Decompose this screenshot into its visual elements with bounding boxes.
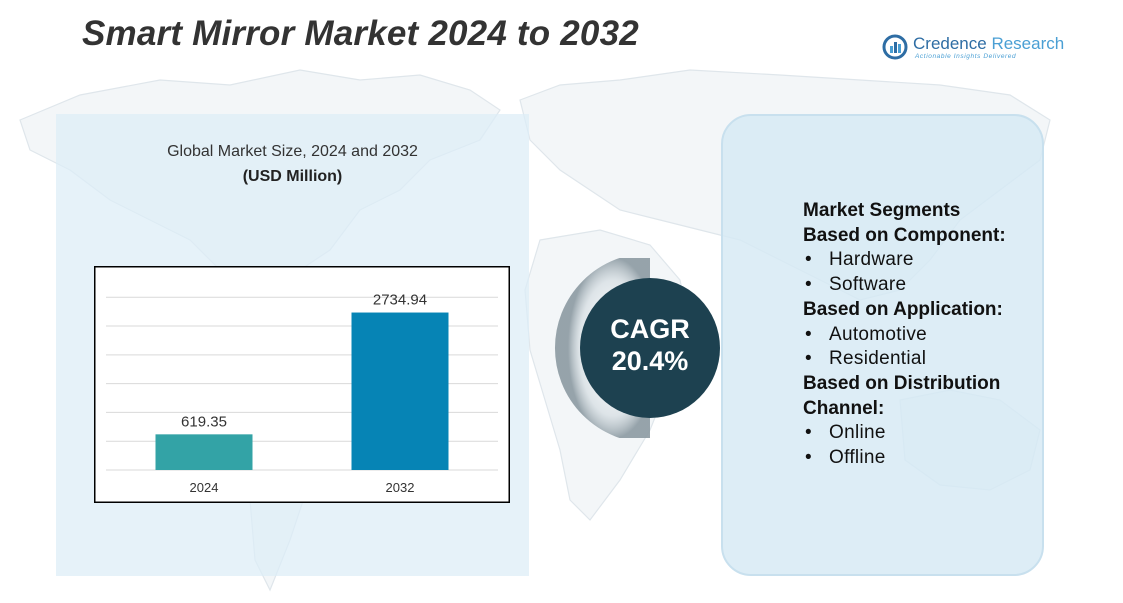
x-tick-label-2024: 2024 <box>190 480 219 495</box>
cagr-circle-decoration <box>555 258 720 438</box>
logo-mark-icon <box>882 34 908 60</box>
bar-2032 <box>351 312 449 470</box>
segments-heading: Market Segments <box>803 200 961 221</box>
data-label-2032: 2734.94 <box>373 292 427 309</box>
segment-item: Residential <box>803 347 1043 372</box>
logo-name: Credence Research <box>913 34 1064 54</box>
segment-item: Software <box>803 273 1043 298</box>
segment-item: Offline <box>803 446 1043 471</box>
credence-research-logo: Credence Research Actionable Insights De… <box>882 33 1082 65</box>
chart-title: Global Market Size, 2024 and 2032 <box>167 143 418 160</box>
cagr-value: 20.4% <box>611 346 689 376</box>
bar-chart: 619.35 2024 2734.94 2032 <box>94 266 510 503</box>
x-tick-label-2032: 2032 <box>386 480 415 495</box>
bar-2024 <box>155 434 253 470</box>
segment-item: Online <box>803 421 1043 446</box>
logo-tagline: Actionable Insights Delivered <box>915 53 1017 60</box>
segment-group-title: Based on Application: <box>803 298 1003 320</box>
logo-name-part2: Research <box>986 34 1065 53</box>
cagr-label: CAGR <box>610 314 690 344</box>
segment-group-title: Based on Component: <box>803 224 1006 246</box>
logo-name-part1: Credence <box>913 34 987 53</box>
page-title: Smart Mirror Market 2024 to 2032 <box>82 14 639 53</box>
segment-item: Automotive <box>803 323 1043 348</box>
data-label-2024: 619.35 <box>181 413 227 430</box>
chart-subtitle: (USD Million) <box>242 168 343 185</box>
segment-item: Hardware <box>803 248 1043 273</box>
segment-group-title: Based on Distribution Channel: <box>803 372 1001 419</box>
segments-list: Market Segments Based on Component: Hard… <box>803 199 1043 471</box>
cagr-circle <box>580 278 720 418</box>
